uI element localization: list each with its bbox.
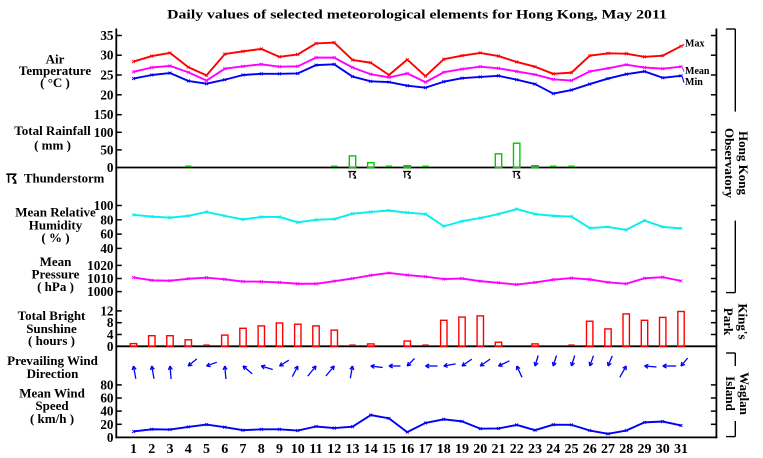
svg-text:40: 40 [100,241,114,256]
svg-text:Speed: Speed [35,398,69,413]
svg-text:12: 12 [100,303,114,318]
svg-text:0: 0 [107,430,114,445]
svg-text:8: 8 [258,442,265,457]
svg-text:25: 25 [565,442,579,457]
svg-text:60: 60 [100,391,114,406]
svg-text:27: 27 [601,442,615,457]
svg-text:11: 11 [309,442,322,457]
svg-text:30: 30 [100,48,114,63]
svg-text:Total Rainfall: Total Rainfall [14,123,91,138]
svg-text:80: 80 [100,377,114,392]
svg-text:21: 21 [492,442,506,457]
svg-text:4: 4 [107,327,114,342]
svg-text:18: 18 [437,442,451,457]
svg-text:12: 12 [327,442,341,457]
svg-text:10: 10 [291,442,305,457]
svg-text:24: 24 [546,442,560,457]
svg-text:Observatory: Observatory [722,128,737,199]
svg-text:Mean: Mean [685,66,710,77]
svg-text:20: 20 [100,87,114,102]
svg-text:80: 80 [100,212,114,227]
svg-text:31: 31 [674,442,688,457]
svg-text:20: 20 [473,442,487,457]
svg-text:25: 25 [100,68,114,83]
svg-text:19: 19 [455,442,469,457]
svg-text:4: 4 [185,442,192,457]
svg-text:Direction: Direction [27,366,80,381]
svg-text:3: 3 [167,442,174,457]
svg-text:50: 50 [100,142,114,157]
svg-text:Hong Kong: Hong Kong [736,131,751,195]
svg-text:35: 35 [100,28,114,43]
svg-text:0: 0 [107,339,114,354]
svg-text:16: 16 [400,442,414,457]
svg-text:1020: 1020 [87,258,114,273]
svg-text:60: 60 [100,227,114,242]
svg-text:29: 29 [638,442,652,457]
svg-text:15: 15 [382,442,396,457]
svg-text:26: 26 [583,442,597,457]
svg-text:40: 40 [100,404,114,419]
svg-text:Pressure: Pressure [32,267,80,282]
svg-text:Island: Island [723,376,738,411]
svg-text:150: 150 [94,107,114,122]
svg-text:2: 2 [148,442,155,457]
svg-text:Sunshine: Sunshine [26,321,77,336]
svg-text:( % ): ( % ) [41,230,69,245]
svg-text:17: 17 [419,442,433,457]
svg-text:100: 100 [94,198,114,213]
svg-text:14: 14 [364,442,378,457]
svg-text:Temperature: Temperature [19,63,91,78]
svg-text:6: 6 [221,442,228,457]
svg-text:( °C ): ( °C ) [40,75,70,90]
svg-text:30: 30 [656,442,670,457]
svg-text:23: 23 [528,442,542,457]
svg-text:Thunderstorm: Thunderstorm [24,172,105,186]
svg-text:Park: Park [721,308,736,336]
svg-text:Prevailing Wind: Prevailing Wind [7,353,98,368]
svg-text:( mm ): ( mm ) [34,137,71,152]
svg-text:1000: 1000 [87,284,114,299]
svg-text:1010: 1010 [87,271,114,286]
svg-text:7: 7 [240,442,247,457]
svg-text:9: 9 [276,442,283,457]
svg-text:Total Bright: Total Bright [18,308,86,323]
svg-text:( hours ): ( hours ) [28,333,75,348]
svg-text:20: 20 [100,417,114,432]
svg-text:Air: Air [46,52,65,67]
svg-text:0: 0 [107,160,114,175]
svg-text:Mean Relative: Mean Relative [15,205,96,220]
svg-text:8: 8 [107,315,114,330]
svg-text:5: 5 [203,442,210,457]
svg-text:Min: Min [685,77,703,88]
svg-text:13: 13 [346,442,360,457]
svg-text:King's: King's [735,303,750,339]
svg-text:( km/h ): ( km/h ) [30,411,74,426]
svg-text:Max: Max [685,39,704,50]
svg-text:1: 1 [130,442,137,457]
svg-text:28: 28 [619,442,633,457]
svg-text:Daily values of selected meteo: Daily values of selected meteorological … [167,8,667,22]
svg-text:Humidity: Humidity [29,218,83,233]
svg-text:Mean: Mean [40,254,73,269]
svg-text:Mean Wind: Mean Wind [19,386,85,401]
svg-text:Waglan: Waglan [737,372,752,415]
svg-text:( hPa ): ( hPa ) [37,279,74,294]
svg-text:22: 22 [510,442,524,457]
svg-text:100: 100 [94,125,114,140]
